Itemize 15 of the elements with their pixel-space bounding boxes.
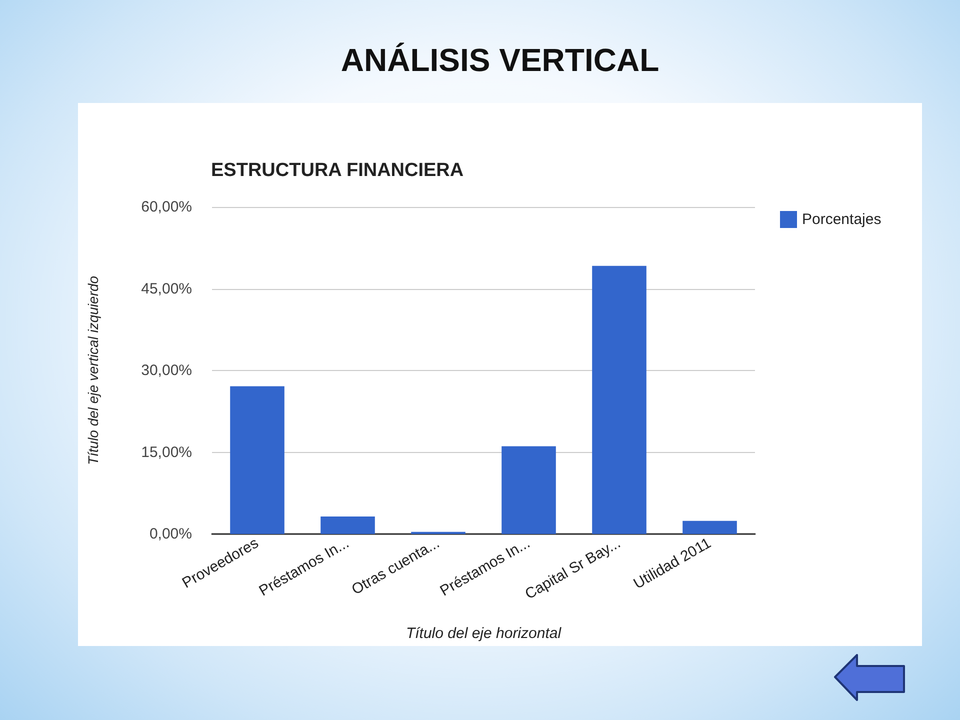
y-tick-label: 15,00% bbox=[141, 444, 192, 461]
y-tick-label: 30,00% bbox=[141, 362, 192, 379]
x-axis-title: Título del eje horizontal bbox=[406, 625, 562, 642]
chart-subtitle: ESTRUCTURA FINANCIERA bbox=[211, 160, 464, 181]
y-tick-label: 60,00% bbox=[141, 198, 192, 216]
bar bbox=[502, 446, 556, 534]
bar bbox=[230, 386, 284, 534]
chart-title: ANÁLISIS VERTICAL bbox=[340, 42, 660, 79]
y-axis-title: Título del eje vertical izquierdo bbox=[85, 276, 101, 466]
y-tick-label: 0,00% bbox=[149, 526, 192, 542]
y-tick-label: 45,00% bbox=[141, 280, 192, 298]
legend-label: Porcentajes bbox=[802, 211, 882, 228]
bar bbox=[682, 520, 737, 534]
bar bbox=[592, 266, 646, 534]
bar bbox=[320, 516, 375, 534]
